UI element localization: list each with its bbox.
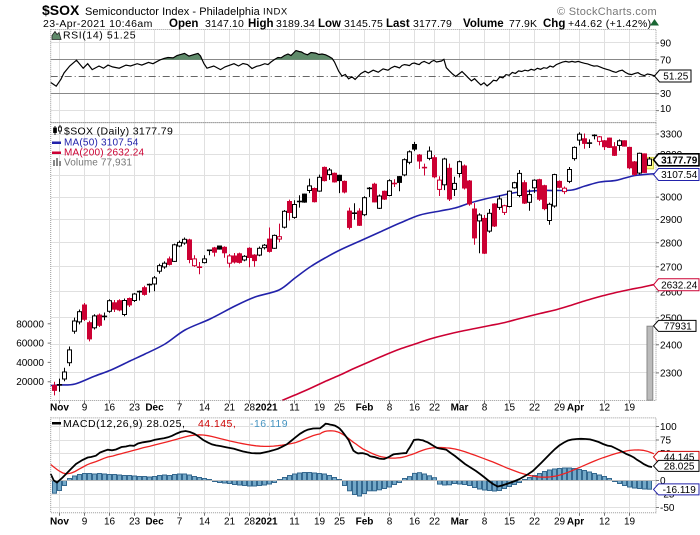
svg-text:21: 21	[224, 403, 236, 414]
svg-text:19: 19	[624, 517, 636, 528]
svg-text:+44.62 (+1.42%): +44.62 (+1.42%)	[568, 18, 651, 30]
svg-text:16: 16	[409, 517, 421, 528]
svg-text:16: 16	[104, 517, 116, 528]
svg-text:Semiconductor Index - Philadel: Semiconductor Index - Philadelphia	[85, 6, 261, 18]
svg-text:100: 100	[660, 422, 677, 433]
svg-text:3189.34: 3189.34	[276, 18, 315, 30]
svg-text:28: 28	[244, 403, 256, 414]
svg-text:2700: 2700	[660, 262, 683, 273]
svg-text:8: 8	[482, 517, 488, 528]
svg-text:3300: 3300	[660, 130, 683, 141]
svg-text:19: 19	[624, 403, 636, 414]
svg-text:Feb: Feb	[356, 403, 374, 414]
svg-text:7: 7	[177, 517, 183, 528]
svg-text:30: 30	[660, 89, 672, 100]
svg-text:15: 15	[504, 403, 516, 414]
svg-text:77931: 77931	[664, 321, 692, 332]
svg-text:Mar: Mar	[451, 517, 469, 528]
svg-text:RSI(14) 51.25: RSI(14) 51.25	[63, 30, 136, 42]
svg-text:15: 15	[504, 517, 516, 528]
svg-text:2400: 2400	[660, 340, 683, 351]
svg-text:16: 16	[104, 403, 116, 414]
svg-text:25: 25	[334, 403, 346, 414]
svg-text:22: 22	[529, 403, 541, 414]
svg-text:23: 23	[129, 403, 141, 414]
svg-text:Apr: Apr	[567, 403, 584, 414]
svg-text:25: 25	[334, 517, 346, 528]
svg-text:70: 70	[660, 55, 672, 66]
svg-text:$SOX (Daily) 3177.79: $SOX (Daily) 3177.79	[64, 126, 173, 138]
svg-text:22: 22	[429, 517, 441, 528]
svg-text:80000: 80000	[16, 319, 44, 330]
svg-text:20000: 20000	[16, 377, 44, 388]
svg-text:77.9K: 77.9K	[509, 18, 537, 30]
svg-text:10: 10	[660, 104, 672, 115]
svg-text:28: 28	[244, 517, 256, 528]
svg-text:28.025: 28.025	[664, 461, 695, 472]
svg-text:Open: Open	[169, 18, 198, 30]
svg-text:-16.119: -16.119	[250, 418, 288, 430]
svg-text:14: 14	[199, 403, 211, 414]
svg-text:40000: 40000	[16, 358, 44, 369]
svg-text:51.25: 51.25	[663, 72, 688, 83]
svg-text:INDX: INDX	[263, 7, 288, 18]
svg-text:12: 12	[599, 403, 611, 414]
svg-text:2800: 2800	[660, 238, 683, 249]
svg-text:Low: Low	[318, 18, 341, 30]
svg-text:11: 11	[289, 403, 300, 414]
svg-text:23: 23	[129, 517, 141, 528]
svg-text:2900: 2900	[660, 215, 683, 226]
svg-text:9: 9	[82, 403, 88, 414]
svg-text:9: 9	[82, 517, 88, 528]
svg-text:2021: 2021	[255, 403, 278, 414]
svg-text:3177.79: 3177.79	[413, 18, 452, 30]
svg-text:Nov: Nov	[50, 517, 69, 528]
svg-text:Dec: Dec	[145, 517, 164, 528]
svg-text:16: 16	[409, 403, 421, 414]
svg-text:3000: 3000	[660, 193, 683, 204]
svg-text:3145.75: 3145.75	[344, 18, 383, 30]
svg-text:12: 12	[599, 517, 611, 528]
svg-text:3147.10: 3147.10	[205, 18, 244, 30]
svg-text:22: 22	[529, 517, 541, 528]
svg-text:Feb: Feb	[356, 517, 374, 528]
svg-text:19: 19	[314, 517, 326, 528]
svg-text:8: 8	[387, 403, 393, 414]
svg-text:11: 11	[289, 517, 300, 528]
svg-text:$SOX: $SOX	[42, 2, 80, 18]
svg-text:21: 21	[224, 517, 236, 528]
svg-text:29: 29	[554, 517, 566, 528]
svg-text:Volume 77,931: Volume 77,931	[64, 158, 132, 169]
svg-text:8: 8	[482, 403, 488, 414]
svg-text:© StockCharts.com: © StockCharts.com	[557, 6, 657, 18]
svg-text:3107.54: 3107.54	[661, 170, 698, 181]
svg-text:Last: Last	[386, 18, 410, 30]
svg-text:-50: -50	[660, 503, 675, 514]
svg-text:8: 8	[387, 517, 393, 528]
svg-text:-16.119: -16.119	[663, 485, 697, 496]
svg-text:3177.79: 3177.79	[661, 155, 698, 166]
svg-text:MACD(12,26,9) 28.025,: MACD(12,26,9) 28.025,	[63, 418, 185, 430]
svg-text:2632.24: 2632.24	[661, 280, 698, 291]
svg-text:19: 19	[314, 403, 326, 414]
svg-text:High: High	[248, 18, 274, 30]
svg-text:75: 75	[660, 436, 672, 447]
svg-text:23-Apr-2021 10:46am: 23-Apr-2021 10:46am	[43, 18, 153, 30]
svg-text:Apr: Apr	[567, 517, 584, 528]
svg-text:Mar: Mar	[451, 403, 469, 414]
svg-text:Chg: Chg	[543, 18, 565, 30]
svg-text:7: 7	[177, 403, 183, 414]
svg-text:44.145,: 44.145,	[198, 418, 236, 430]
svg-text:22: 22	[429, 403, 441, 414]
svg-text:Nov: Nov	[50, 403, 69, 414]
svg-text:Dec: Dec	[145, 403, 164, 414]
svg-text:14: 14	[199, 517, 211, 528]
svg-text:60000: 60000	[16, 339, 44, 350]
svg-text:Volume: Volume	[463, 18, 504, 30]
svg-text:2021: 2021	[255, 517, 278, 528]
svg-text:29: 29	[554, 403, 566, 414]
svg-text:90: 90	[660, 39, 672, 50]
svg-text:2300: 2300	[660, 368, 683, 379]
